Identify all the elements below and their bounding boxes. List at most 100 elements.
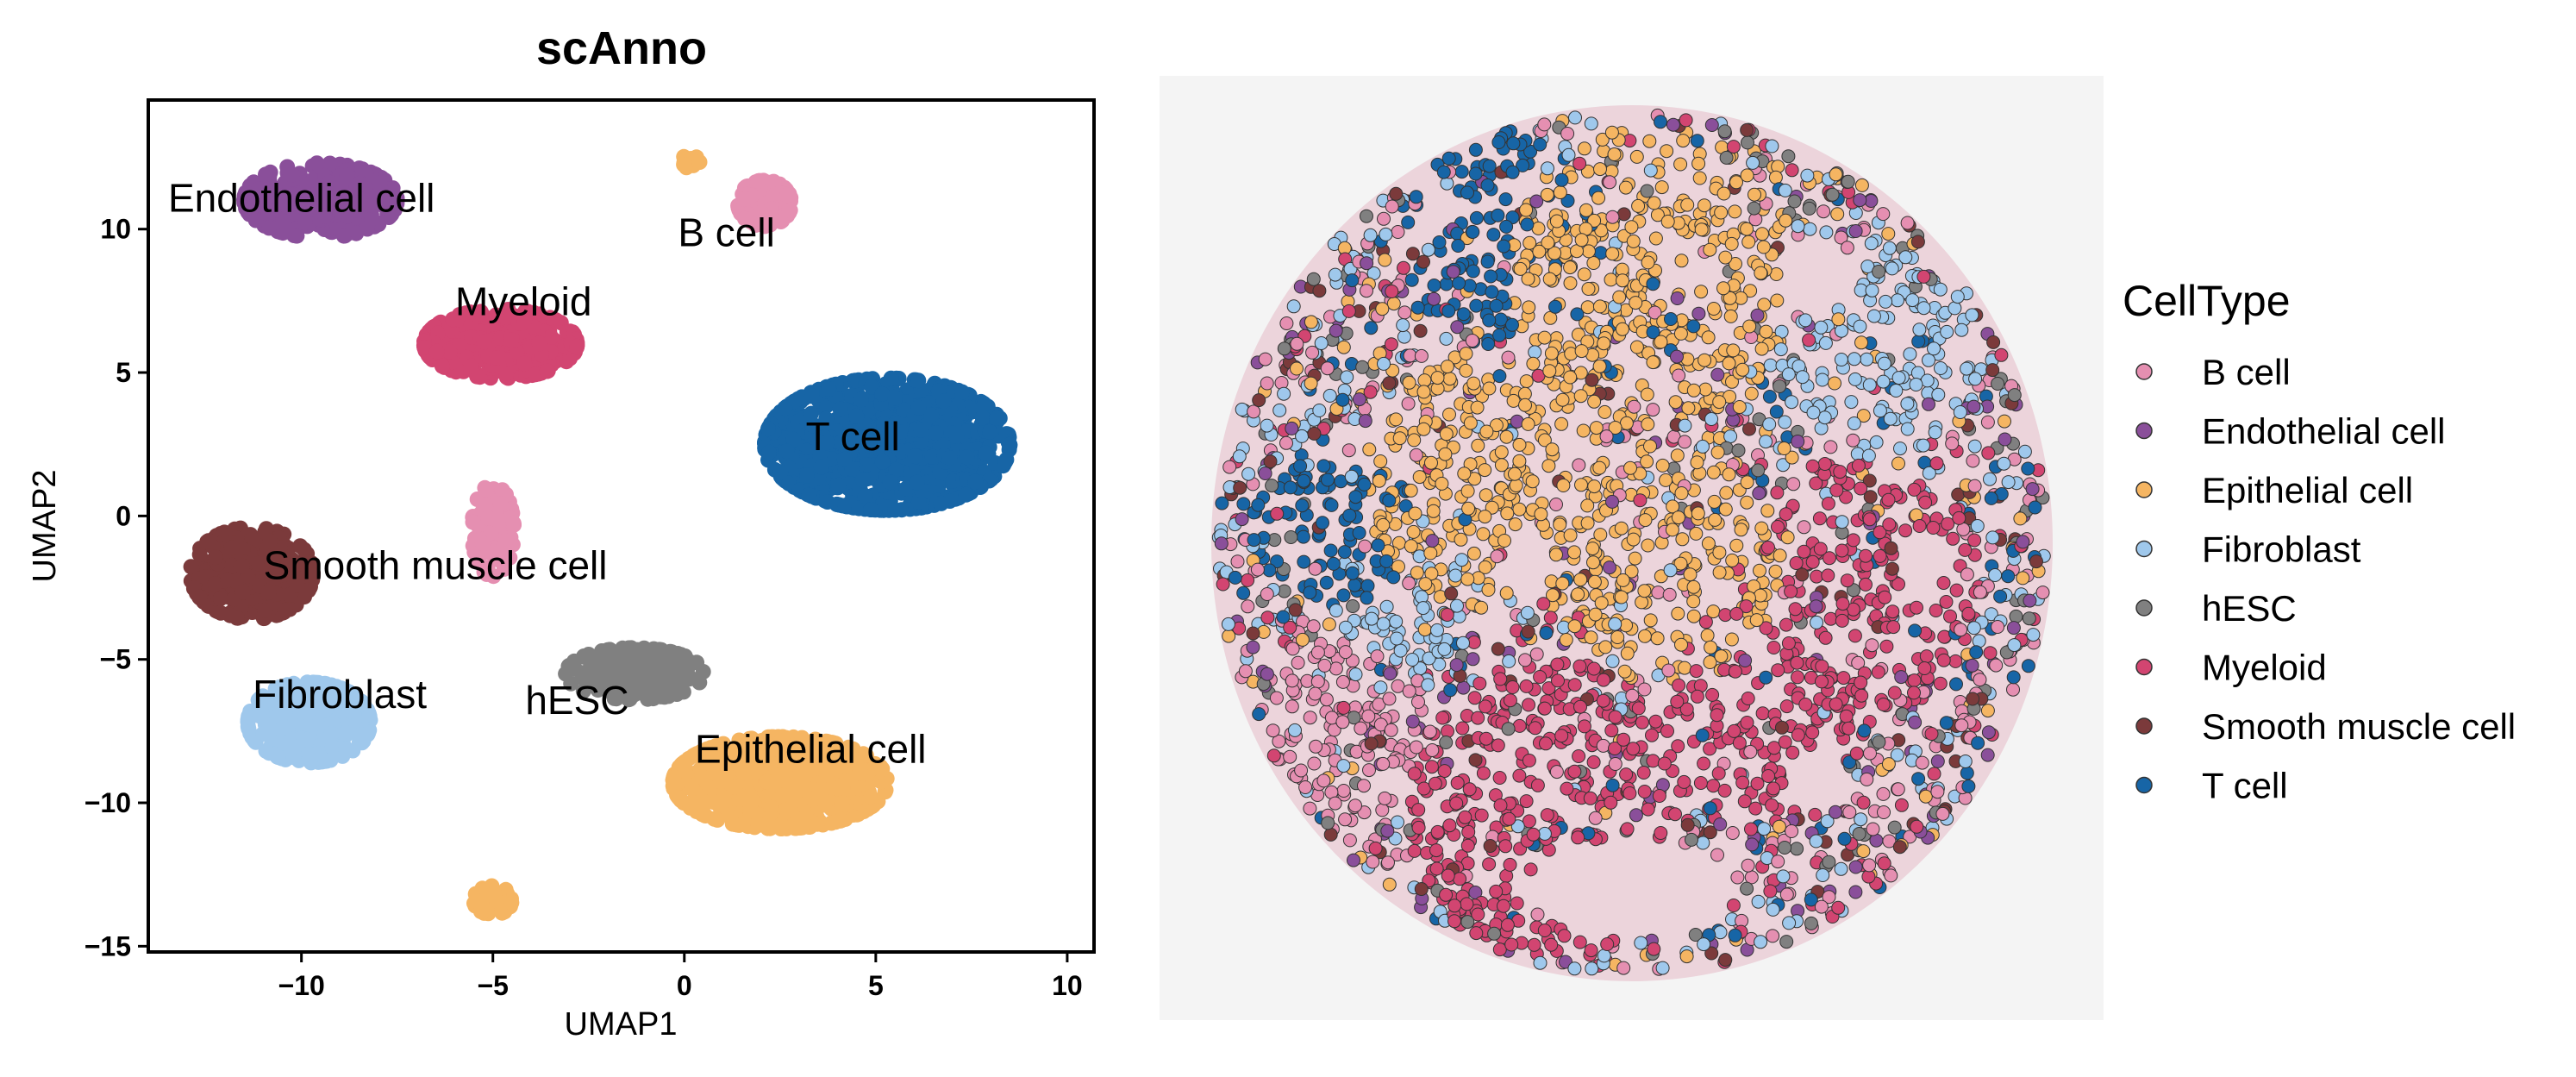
spatial-point [1336, 700, 1351, 715]
umap-point [353, 175, 368, 191]
spatial-point [1803, 222, 1817, 236]
spatial-point [1900, 422, 1915, 436]
umap-point [909, 474, 925, 491]
spatial-point [1686, 579, 1701, 594]
x-tick-label: 5 [868, 970, 884, 1001]
umap-point [234, 584, 251, 600]
spatial-point [1556, 479, 1571, 492]
spatial-point [1512, 768, 1527, 783]
spatial-point [1692, 171, 1707, 185]
spatial-point [1706, 779, 1721, 793]
umap-point [837, 498, 853, 515]
spatial-point [1637, 682, 1652, 697]
spatial-point [1877, 805, 1891, 819]
spatial-point [1328, 267, 1342, 282]
y-tick-label: −10 [84, 787, 131, 818]
spatial-point [1643, 613, 1658, 628]
spatial-point [1707, 494, 1722, 509]
spatial-point [1563, 528, 1578, 542]
spatial-point [1426, 504, 1441, 518]
spatial-point [1785, 395, 1799, 410]
spatial-point [1910, 600, 1923, 615]
umap-point [801, 487, 817, 504]
umap-point [628, 667, 645, 683]
spatial-point [1677, 774, 1691, 789]
x-tick-label: 0 [677, 970, 692, 1001]
umap-point [863, 789, 878, 805]
y-tick-label: −15 [84, 930, 131, 961]
umap-point [284, 166, 300, 183]
umap-point [772, 214, 789, 229]
spatial-point [1466, 264, 1480, 279]
spatial-point [1641, 538, 1655, 553]
umap-point [503, 332, 520, 348]
spatial-point [1362, 763, 1376, 778]
cluster-b-cell-points [730, 172, 799, 235]
umap-point [322, 155, 338, 172]
umap-point [954, 384, 970, 400]
y-tick-label: 5 [116, 357, 131, 388]
spatial-point [1726, 899, 1741, 912]
spatial-point [1936, 576, 1951, 590]
umap-point [923, 407, 940, 423]
spatial-point [1929, 604, 1943, 617]
spatial-point [1678, 661, 1691, 675]
umap-point [274, 188, 291, 204]
x-tick-label: 10 [1052, 970, 1083, 1001]
umap-point [486, 886, 503, 902]
umap-point [580, 647, 597, 662]
umap-point [645, 673, 661, 689]
umap-point [677, 761, 693, 777]
spatial-point [1362, 442, 1377, 457]
umap-point [503, 895, 520, 911]
umap-point [989, 410, 1004, 426]
umap-point [725, 816, 741, 832]
umap-point [191, 589, 208, 605]
y-tick-label: −5 [100, 644, 131, 675]
spatial-point [1324, 498, 1339, 512]
spatial-point [1486, 228, 1501, 242]
spatial-point [1413, 323, 1428, 338]
spatial-point [1536, 597, 1551, 611]
spatial-point [1755, 706, 1770, 721]
spatial-point [1512, 718, 1527, 733]
spatial-point [1948, 654, 1963, 668]
umap-point [489, 350, 505, 366]
umap-point [338, 725, 354, 742]
spatial-point [1382, 877, 1397, 892]
spatial-point [1967, 439, 1982, 454]
spatial-point [1958, 542, 1973, 557]
x-tick-label: −10 [278, 970, 325, 1001]
umap-point [476, 334, 492, 350]
umap-point [384, 206, 400, 222]
umap-point [338, 741, 354, 757]
umap-point [257, 602, 273, 618]
spatial-point [1391, 225, 1405, 239]
cluster-label: T cell [806, 414, 900, 459]
umap-point [913, 422, 929, 438]
umap-point [472, 904, 489, 920]
spatial-point [1574, 478, 1588, 492]
umap-point [597, 655, 613, 672]
spatial-point [1876, 786, 1891, 801]
spatial-point [1346, 599, 1360, 613]
umap-point [260, 206, 277, 222]
x-axis-ticks: −10 −5 0 5 10 [278, 952, 1083, 1001]
spatial-point [1572, 458, 1586, 473]
spatial-point [1347, 853, 1360, 867]
umap-point [487, 511, 503, 528]
umap-point [299, 190, 316, 206]
spatial-point [1738, 654, 1753, 667]
spatial-point [1286, 299, 1301, 314]
spatial-point [1802, 201, 1816, 216]
cluster-label: hESC [525, 678, 628, 723]
umap-point [795, 811, 811, 827]
spatial-point [1307, 756, 1322, 771]
umap-point [516, 355, 533, 372]
spatial-point [1336, 588, 1351, 603]
umap-point [428, 343, 445, 360]
umap-point [813, 459, 829, 475]
umap-point [660, 671, 676, 687]
